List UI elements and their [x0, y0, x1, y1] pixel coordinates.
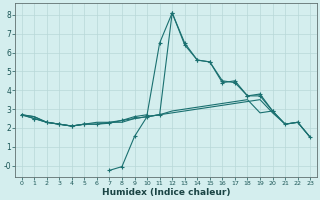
X-axis label: Humidex (Indice chaleur): Humidex (Indice chaleur)	[102, 188, 230, 197]
